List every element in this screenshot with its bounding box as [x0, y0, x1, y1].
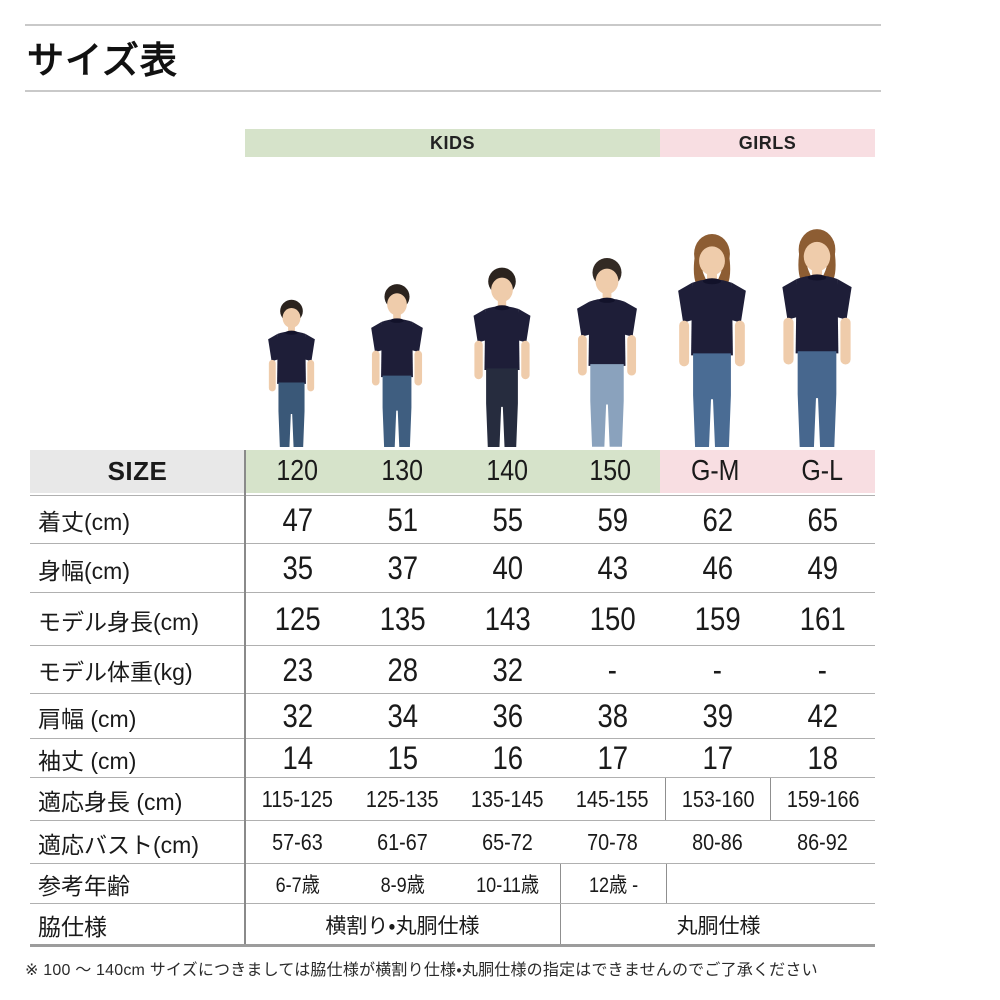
model-photo-size-150: [563, 253, 651, 447]
cell-value: 125: [274, 601, 321, 637]
column-header-120: 120: [245, 450, 350, 493]
row-label: モデル体重(kg): [38, 659, 193, 685]
column-header-gm: G-M: [660, 450, 770, 493]
cell-value: 59: [597, 501, 628, 538]
label-column-divider: [244, 450, 246, 945]
cell-value: 36: [492, 698, 523, 734]
footnote: ※ 100 ～ 140cm サイズにつきましては脇仕様が横割り仕様・丸胴仕様の指…: [25, 962, 818, 979]
cell-value: 125-135: [366, 786, 439, 812]
column-header-gl: G-L: [770, 450, 875, 493]
column-header-130: 130: [350, 450, 455, 493]
cell-value: 16: [492, 740, 523, 776]
table-row-reference-age: 参考年齢 6-7歳 8-9歳 10-11歳 12歳 -: [30, 863, 875, 904]
table-row-sodetake: 袖丈 (cm) 14 15 16 17 17 18: [30, 738, 875, 778]
row-label: 脇仕様: [38, 913, 107, 940]
cell-value: 32: [492, 651, 523, 688]
cell-value: 61-67: [377, 829, 428, 855]
page-title: サイズ表: [27, 40, 178, 81]
cell-value: 12歳 -: [588, 874, 639, 897]
row-label: 身幅(cm): [38, 557, 130, 584]
top-rule: [25, 24, 881, 26]
table-row-model-height: モデル身長(cm) 125 135 143 150 159 161: [30, 592, 875, 646]
row-label: 適応バスト(cm): [38, 831, 199, 858]
column-header-150: 150: [560, 450, 660, 493]
table-row-mitake: 着丈(cm) 47 51 55 59 62 65: [30, 495, 875, 544]
cell-value: 34: [387, 698, 418, 734]
cell-value: 43: [597, 550, 628, 586]
cell-value: 49: [807, 550, 838, 586]
cell-value: 10-11歳: [476, 874, 539, 897]
table-row-katahaba: 肩幅 (cm) 32 34 36 38 39 42: [30, 693, 875, 739]
cell-value: 150: [589, 601, 636, 637]
model-photo-size-120: [257, 296, 326, 447]
row-label: 着丈(cm): [38, 509, 130, 535]
cell-value: 38: [597, 698, 628, 734]
cell-value: 横割り・丸胴仕様: [325, 914, 480, 938]
model-photo-size-140: [460, 263, 544, 447]
cell-value: 8-9歳: [380, 874, 425, 897]
cell-value: 15: [387, 740, 418, 776]
girls-group-label: GIRLS: [738, 132, 797, 153]
cell-value: 153-160: [682, 786, 755, 812]
cell-value: 40: [492, 550, 523, 586]
cell-value: 135-145: [471, 786, 544, 812]
cell-value: 39: [702, 698, 733, 734]
cell-value: 6-7歳: [275, 874, 320, 897]
kids-group-label: KIDS: [429, 132, 475, 153]
cell-value: 86-92: [797, 829, 848, 855]
model-photo-size-gl: [766, 223, 868, 447]
cell-value: 32: [282, 698, 313, 734]
cell-value: 18: [807, 740, 838, 776]
cell-value: 17: [702, 740, 733, 776]
cell-value: 14: [282, 740, 313, 776]
cell-value: 28: [387, 651, 418, 688]
row-label: 袖丈 (cm): [38, 747, 137, 774]
kids-group-band: KIDS: [245, 129, 660, 157]
cell-value: 23: [282, 651, 313, 688]
cell-value: 35: [282, 550, 313, 586]
model-photo-size-gm: [662, 228, 762, 447]
cell-value: 70-78: [587, 829, 638, 855]
row-label: 肩幅 (cm): [38, 705, 137, 732]
table-row-mihaba: 身幅(cm) 35 37 40 43 46 49: [30, 543, 875, 593]
cell-value: 159: [694, 601, 741, 637]
cell-value: -: [817, 651, 828, 688]
row-label: モデル身長(cm): [38, 608, 199, 635]
size-header-cell: SIZE: [30, 450, 245, 493]
cell-value: 37: [387, 550, 418, 586]
column-header-140: 140: [455, 450, 560, 493]
table-row-side-seam: 脇仕様 横割り・丸胴仕様 丸胴仕様: [30, 903, 875, 945]
cell-value: 51: [387, 501, 418, 538]
cell-value: -: [712, 651, 723, 688]
table-row-fit-height: 適応身長 (cm) 115-125 125-135 135-145 145-15…: [30, 777, 875, 821]
cell-value: 57-63: [272, 829, 323, 855]
cell-value: 143: [484, 601, 531, 637]
cell-value: 55: [492, 501, 523, 538]
girls-group-band: GIRLS: [660, 129, 875, 157]
cell-value: 62: [702, 501, 733, 538]
cell-value: -: [607, 651, 618, 688]
size-header-label: SIZE: [107, 456, 168, 486]
cell-value: 145-155: [576, 786, 649, 812]
cell-value: 65-72: [482, 829, 533, 855]
row-label: 参考年齢: [38, 873, 130, 899]
table-bottom-rule: [30, 944, 875, 947]
model-photo-size-130: [359, 280, 435, 447]
cell-value: 161: [799, 601, 846, 637]
table-row-fit-bust: 適応バスト(cm) 57-63 61-67 65-72 70-78 80-86 …: [30, 820, 875, 864]
cell-value: 80-86: [692, 829, 743, 855]
cell-value: 65: [807, 501, 838, 538]
row-label: 適応身長 (cm): [38, 788, 183, 815]
cell-value: 42: [807, 698, 838, 734]
table-row-model-weight: モデル体重(kg) 23 28 32 - - -: [30, 645, 875, 694]
cell-value: 159-166: [787, 786, 860, 812]
cell-value: 46: [702, 550, 733, 586]
title-underline-rule: [25, 90, 881, 92]
cell-value: 47: [282, 501, 313, 538]
cell-value: 135: [379, 601, 426, 637]
cell-value: 丸胴仕様: [676, 914, 761, 938]
cell-value: 115-125: [261, 786, 334, 812]
cell-value: 17: [597, 740, 628, 776]
